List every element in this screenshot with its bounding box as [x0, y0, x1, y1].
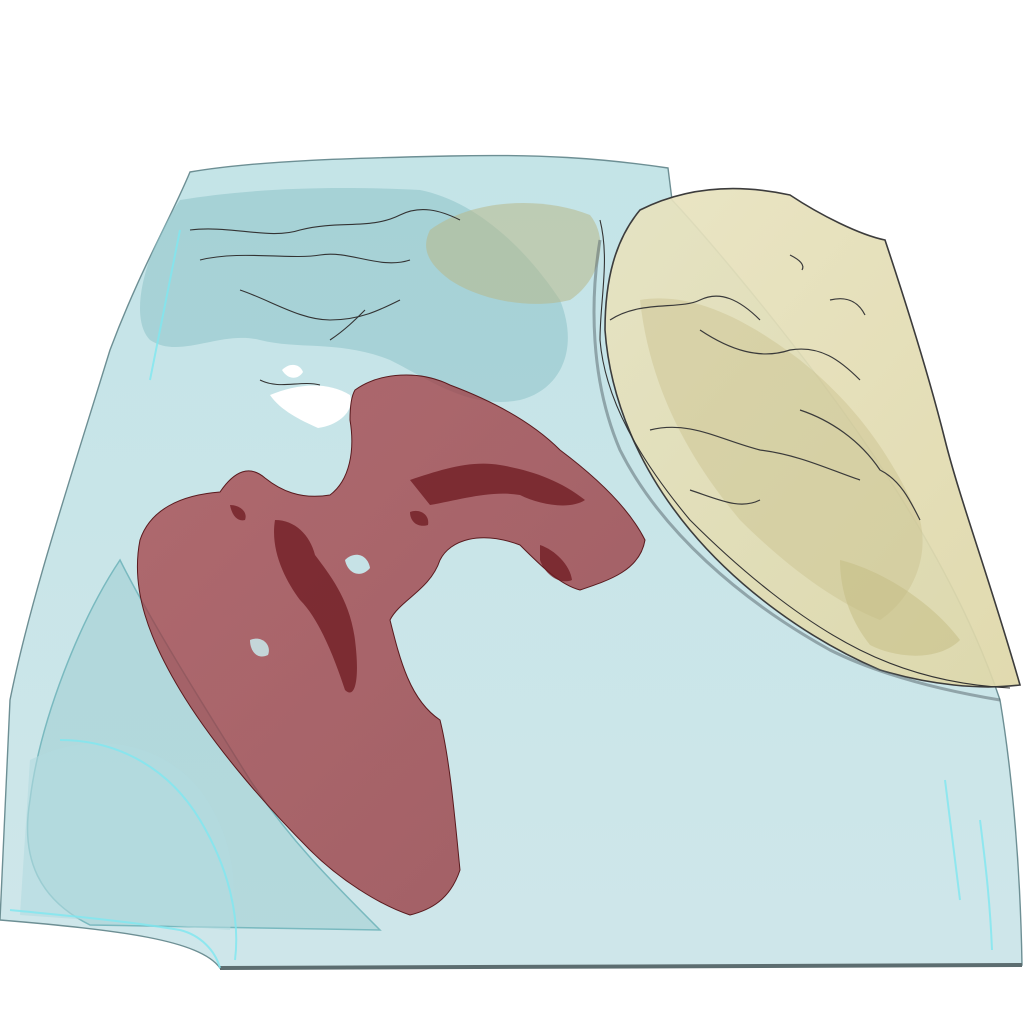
hole-small	[282, 364, 303, 378]
edge-highlights	[9, 229, 993, 969]
left-bottom-shadow	[20, 743, 234, 930]
red-hole	[345, 554, 370, 574]
red-dark-veins	[230, 463, 585, 693]
yellow-contours	[609, 254, 921, 521]
yellow-edge-shadow	[592, 239, 1001, 702]
red-hole-2	[250, 638, 269, 657]
olive-region	[426, 203, 601, 304]
yellow-region	[604, 187, 1022, 688]
yellow-inner-shading	[640, 298, 923, 620]
yellow-lower-shading	[840, 560, 960, 656]
slab-contours	[189, 209, 1011, 689]
slab-bottom-edge	[219, 963, 1023, 970]
hole	[270, 385, 351, 428]
red-region	[136, 374, 646, 916]
